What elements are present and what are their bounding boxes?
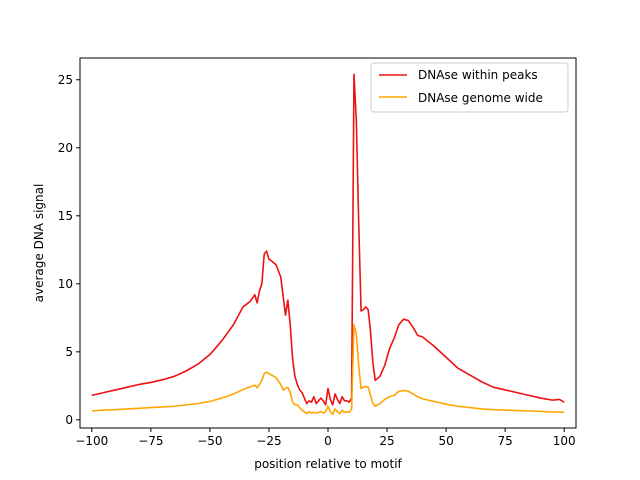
x-tick-label: −75 <box>138 434 163 448</box>
x-axis: −100 −75 −50 −25 0 25 50 75 100 <box>75 428 576 448</box>
series-line-peaks <box>91 73 565 406</box>
legend-box <box>370 62 569 113</box>
y-axis-label: average DNA signal <box>32 184 46 303</box>
x-tick-label: 25 <box>379 434 394 448</box>
y-tick-label: 20 <box>58 141 73 155</box>
series-line-genome <box>91 323 565 416</box>
y-tick-label: 10 <box>58 277 73 291</box>
y-tick-label: 5 <box>65 345 73 359</box>
x-tick-label: −50 <box>197 434 222 448</box>
x-tick-label: −25 <box>256 434 281 448</box>
y-tick-label: 15 <box>58 209 73 223</box>
x-tick-label: −100 <box>75 434 108 448</box>
x-tick-label: 0 <box>324 434 332 448</box>
series-layer <box>91 73 565 416</box>
legend-label-genome: DNAse genome wide <box>418 91 543 105</box>
x-axis-label: position relative to motif <box>254 457 402 471</box>
x-tick-label: 100 <box>553 434 576 448</box>
legend-label-peaks: DNAse within peaks <box>418 68 538 82</box>
x-tick-label: 75 <box>498 434 513 448</box>
y-tick-label: 25 <box>58 73 73 87</box>
x-tick-label: 50 <box>438 434 453 448</box>
y-tick-label: 0 <box>65 413 73 427</box>
y-axis: 0 5 10 15 20 25 <box>58 73 80 427</box>
legend: DNAse within peaks DNAse genome wide <box>370 62 569 113</box>
